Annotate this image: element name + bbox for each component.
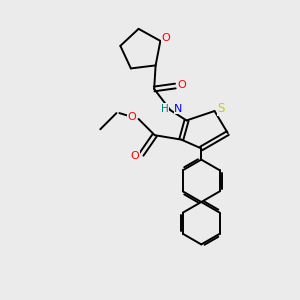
Text: O: O: [178, 80, 186, 89]
Text: O: O: [161, 33, 170, 43]
Text: H: H: [161, 104, 169, 114]
Text: N: N: [174, 104, 183, 114]
Text: S: S: [217, 102, 225, 115]
Text: O: O: [130, 151, 140, 161]
Text: O: O: [128, 112, 136, 122]
